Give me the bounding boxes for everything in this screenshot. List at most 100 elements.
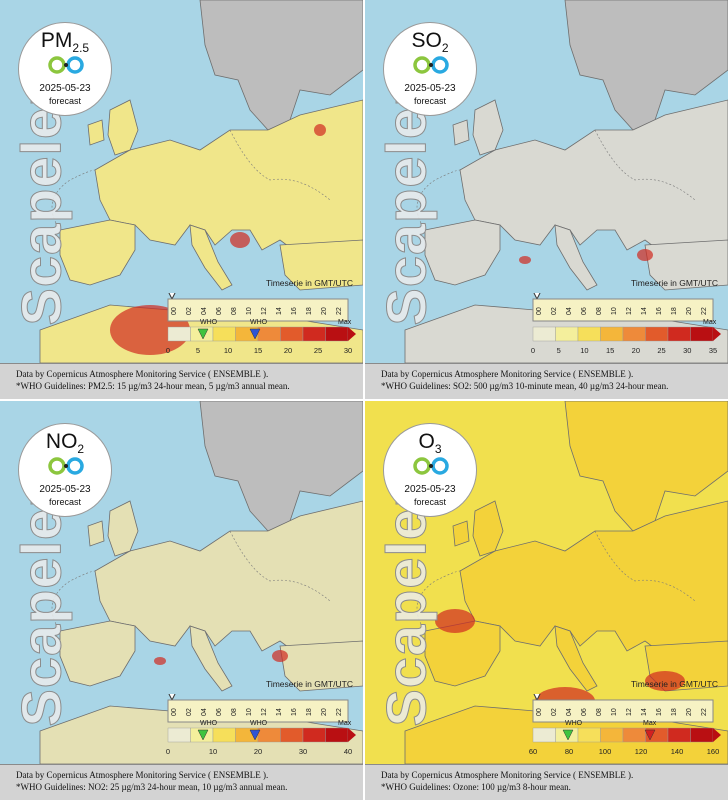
- pollutant-badge: PM2.5 2025-05-23 forecast: [18, 22, 112, 116]
- land-area: [554, 224, 598, 291]
- hour-label: 10: [611, 307, 618, 315]
- who-guideline-text: *WHO Guidelines: SO2: 500 µg/m3 10-minut…: [381, 381, 669, 391]
- europe-map: [365, 401, 728, 764]
- land-area: [279, 239, 363, 291]
- who-marker-icon: [197, 328, 209, 340]
- hour-label: 06: [581, 307, 588, 315]
- scale-tick-label: 10: [224, 346, 232, 355]
- land-area: [472, 99, 504, 156]
- logo-ring-left: [48, 457, 66, 475]
- hour-label: 22: [701, 708, 708, 716]
- who-marker-icon: [197, 729, 209, 741]
- land-area: [424, 219, 501, 286]
- land-area: [59, 219, 136, 286]
- color-band: [690, 326, 714, 342]
- scale-tick-label: 30: [344, 346, 352, 355]
- who-guideline-text: *WHO Guidelines: Ozone: 100 µg/m3 8-hour…: [381, 782, 571, 792]
- color-band: [302, 727, 326, 743]
- who-marker-icon: [562, 729, 574, 741]
- border-line: [229, 530, 331, 602]
- max-label: Max: [338, 720, 352, 727]
- land-area: [472, 500, 504, 557]
- concentration-scale: 00 02 04 06 08 10 12 14 16 18 20 22 WHO WHO Max 0 5 10 15 2…: [166, 293, 356, 355]
- start-marker-icon: [533, 293, 541, 301]
- who-guideline-text: *WHO Guidelines: PM2.5: 15 µg/m3 24-hour…: [16, 381, 290, 391]
- scapeler-watermark: Scapeler: [9, 84, 73, 327]
- color-band: [532, 727, 556, 743]
- scale-tick-label: 30: [683, 346, 691, 355]
- start-marker-icon: [168, 293, 176, 301]
- hour-label: 18: [671, 307, 678, 315]
- scale-tick-label: 160: [707, 747, 720, 756]
- max-label: Max: [703, 319, 717, 326]
- color-band: [667, 326, 691, 342]
- scale-tick-label: 25: [314, 346, 322, 355]
- scale-tick-label: 20: [254, 747, 262, 756]
- land-area: [107, 500, 139, 557]
- max-label: Max: [643, 720, 657, 727]
- border-line: [594, 129, 696, 201]
- land-area: [87, 119, 105, 146]
- land-area: [279, 640, 363, 692]
- land-area: [452, 520, 470, 547]
- color-band: [555, 326, 579, 342]
- hour-label: 10: [611, 708, 618, 716]
- hour-label: 16: [291, 307, 298, 315]
- timeseries-label: Timeserie in GMT/UTC: [265, 278, 353, 288]
- start-marker-icon: [168, 694, 176, 702]
- forecast-date: 2025-05-23: [404, 83, 456, 94]
- hour-label: 20: [321, 307, 328, 315]
- hour-label: 18: [306, 708, 313, 716]
- max-marker-icon: [644, 729, 656, 741]
- source-text: Data by Copernicus Atmosphere Monitoring…: [16, 369, 269, 379]
- color-band: [167, 727, 191, 743]
- color-band: [212, 326, 236, 342]
- source-text: Data by Copernicus Atmosphere Monitoring…: [381, 369, 634, 379]
- scale-tick-label: 100: [599, 747, 612, 756]
- scapeler-watermark: Scapeler: [9, 485, 73, 728]
- pollutant-badge: NO2 2025-05-23 forecast: [18, 423, 112, 517]
- color-band: [645, 326, 669, 342]
- logo-ring-left: [413, 56, 431, 74]
- color-band: [600, 326, 624, 342]
- hour-label: 20: [686, 307, 693, 315]
- forecast-date: 2025-05-23: [39, 484, 91, 495]
- logo-center-dot: [64, 464, 68, 468]
- border-line: [416, 169, 461, 231]
- infinity-logo-icon: [413, 56, 449, 74]
- pollutant-title: NO2: [45, 430, 85, 457]
- scale-tick-label: 15: [606, 346, 614, 355]
- color-band: [622, 326, 646, 342]
- hour-label: 00: [536, 307, 543, 315]
- logo-ring-right: [431, 56, 449, 74]
- hour-label: 20: [321, 708, 328, 716]
- hour-label: 00: [171, 708, 178, 716]
- logo-ring-left: [48, 56, 66, 74]
- hour-label: 04: [201, 307, 208, 315]
- hour-label: 00: [171, 307, 178, 315]
- hotspot-marker: [154, 657, 166, 665]
- scale-tick-label: 20: [632, 346, 640, 355]
- scale-tick-label: 5: [557, 346, 561, 355]
- hour-label: 14: [276, 708, 283, 716]
- scale-tick-label: 60: [529, 747, 537, 756]
- pollutant-title: PM2.5: [40, 29, 90, 56]
- hour-label: 12: [261, 708, 268, 716]
- scale-tick-label: 35: [709, 346, 717, 355]
- scale-tick-label: 0: [166, 346, 170, 355]
- max-arrow-icon: [713, 327, 721, 341]
- hour-label: 16: [656, 708, 663, 716]
- hour-label: 16: [656, 307, 663, 315]
- color-band: [257, 326, 281, 342]
- forecast-date: 2025-05-23: [39, 83, 91, 94]
- logo-ring-right: [66, 457, 84, 475]
- hotspot-marker: [435, 609, 475, 633]
- infinity-logo-icon: [48, 56, 84, 74]
- who-label: WHO: [250, 720, 268, 727]
- color-band: [532, 326, 556, 342]
- start-marker-icon: [533, 694, 541, 702]
- hour-label: 00: [536, 708, 543, 716]
- land-area: [644, 239, 728, 291]
- color-band: [622, 727, 646, 743]
- forecast-label: forecast: [48, 497, 81, 507]
